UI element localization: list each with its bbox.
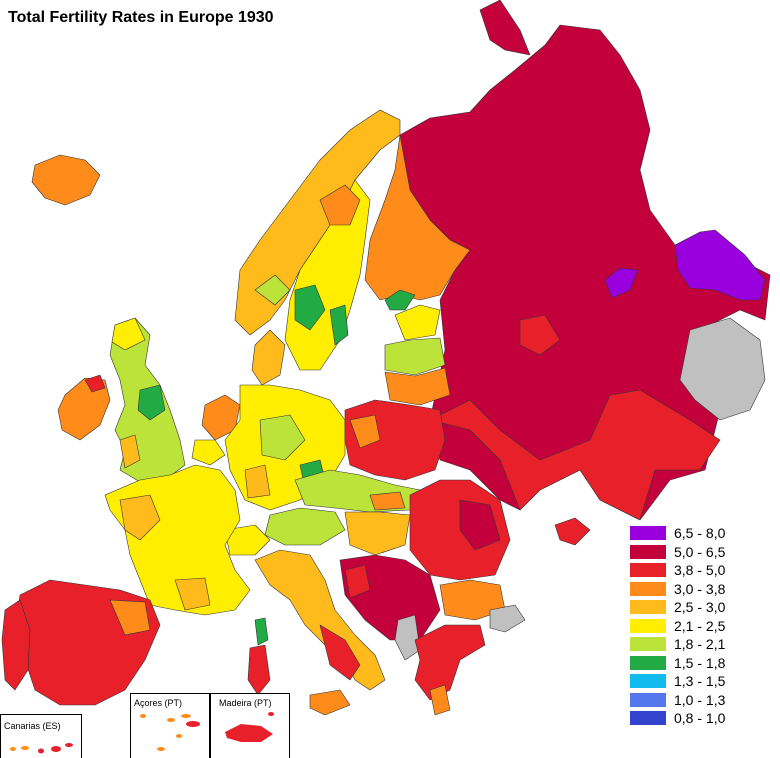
legend-swatch	[630, 581, 666, 596]
legend-item: 2,5 - 3,0	[630, 598, 770, 617]
map-title: Total Fertility Rates in Europe 1930	[8, 9, 274, 26]
inset-acores-label: Açores (PT)	[134, 698, 183, 708]
legend-label: 1,3 - 1,5	[674, 673, 726, 690]
region-ural-high	[674, 229, 766, 301]
canarias-islands	[10, 743, 73, 754]
legend-swatch	[630, 618, 666, 633]
inset-canarias-label: Canarias (ES)	[4, 721, 61, 731]
region-estonia	[394, 304, 441, 341]
legend-item: 3,8 - 5,0	[630, 561, 770, 580]
region-albania	[394, 614, 421, 661]
region-corsica	[254, 617, 269, 646]
inset-madeira: Madeira (PT)	[210, 693, 290, 758]
legend-label: 6,5 - 8,0	[674, 525, 726, 542]
region-sicily	[309, 689, 351, 716]
legend-label: 3,8 - 5,0	[674, 562, 726, 579]
legend-swatch	[630, 711, 666, 726]
region-nodata-east	[679, 317, 766, 421]
region-iceland	[31, 154, 101, 206]
inset-madeira-label: Madeira (PT)	[219, 698, 272, 708]
region-switzerland	[224, 524, 271, 556]
legend-item: 1,0 - 1,3	[630, 691, 770, 710]
region-greece	[414, 624, 486, 701]
region-sardinia	[247, 644, 271, 696]
legend-label: 1,5 - 1,8	[674, 654, 726, 671]
legend-label: 3,0 - 3,8	[674, 580, 726, 597]
legend: 6,5 - 8,0 5,0 - 6,5 3,8 - 5,0 3,0 - 3,8 …	[630, 524, 770, 728]
region-spain	[14, 579, 161, 706]
legend-swatch	[630, 674, 666, 689]
legend-item: 1,5 - 1,8	[630, 654, 770, 673]
region-portugal	[1, 599, 31, 691]
legend-swatch	[630, 600, 666, 615]
legend-label: 0,8 - 1,0	[674, 710, 726, 727]
legend-swatch	[630, 544, 666, 559]
region-hungary	[344, 511, 411, 556]
legend-label: 2,1 - 2,5	[674, 617, 726, 634]
region-turkey-eu	[489, 604, 526, 633]
legend-item: 3,0 - 3,8	[630, 580, 770, 599]
legend-item: 5,0 - 6,5	[630, 543, 770, 562]
legend-label: 1,0 - 1,3	[674, 691, 726, 708]
region-austria	[264, 507, 346, 546]
legend-swatch	[630, 692, 666, 707]
legend-item: 0,8 - 1,0	[630, 709, 770, 728]
legend-item: 1,3 - 1,5	[630, 672, 770, 691]
legend-item: 1,8 - 2,1	[630, 635, 770, 654]
inset-canarias: Canarias (ES)	[0, 714, 82, 758]
legend-swatch	[630, 637, 666, 652]
legend-label: 2,5 - 3,0	[674, 599, 726, 616]
legend-swatch	[630, 563, 666, 578]
region-latvia	[384, 337, 446, 376]
legend-swatch	[630, 526, 666, 541]
inset-acores: Açores (PT)	[130, 693, 210, 758]
legend-swatch	[630, 655, 666, 670]
region-finland	[364, 134, 471, 301]
madeira-islands	[225, 712, 274, 742]
region-lithuania	[384, 367, 451, 406]
legend-label: 1,8 - 2,1	[674, 636, 726, 653]
region-ukraine	[429, 389, 721, 521]
legend-label: 5,0 - 6,5	[674, 543, 726, 560]
region-denmark	[251, 329, 286, 386]
acores-islands	[140, 714, 200, 751]
legend-item: 6,5 - 8,0	[630, 524, 770, 543]
region-belgium	[191, 439, 226, 466]
legend-item: 2,1 - 2,5	[630, 617, 770, 636]
